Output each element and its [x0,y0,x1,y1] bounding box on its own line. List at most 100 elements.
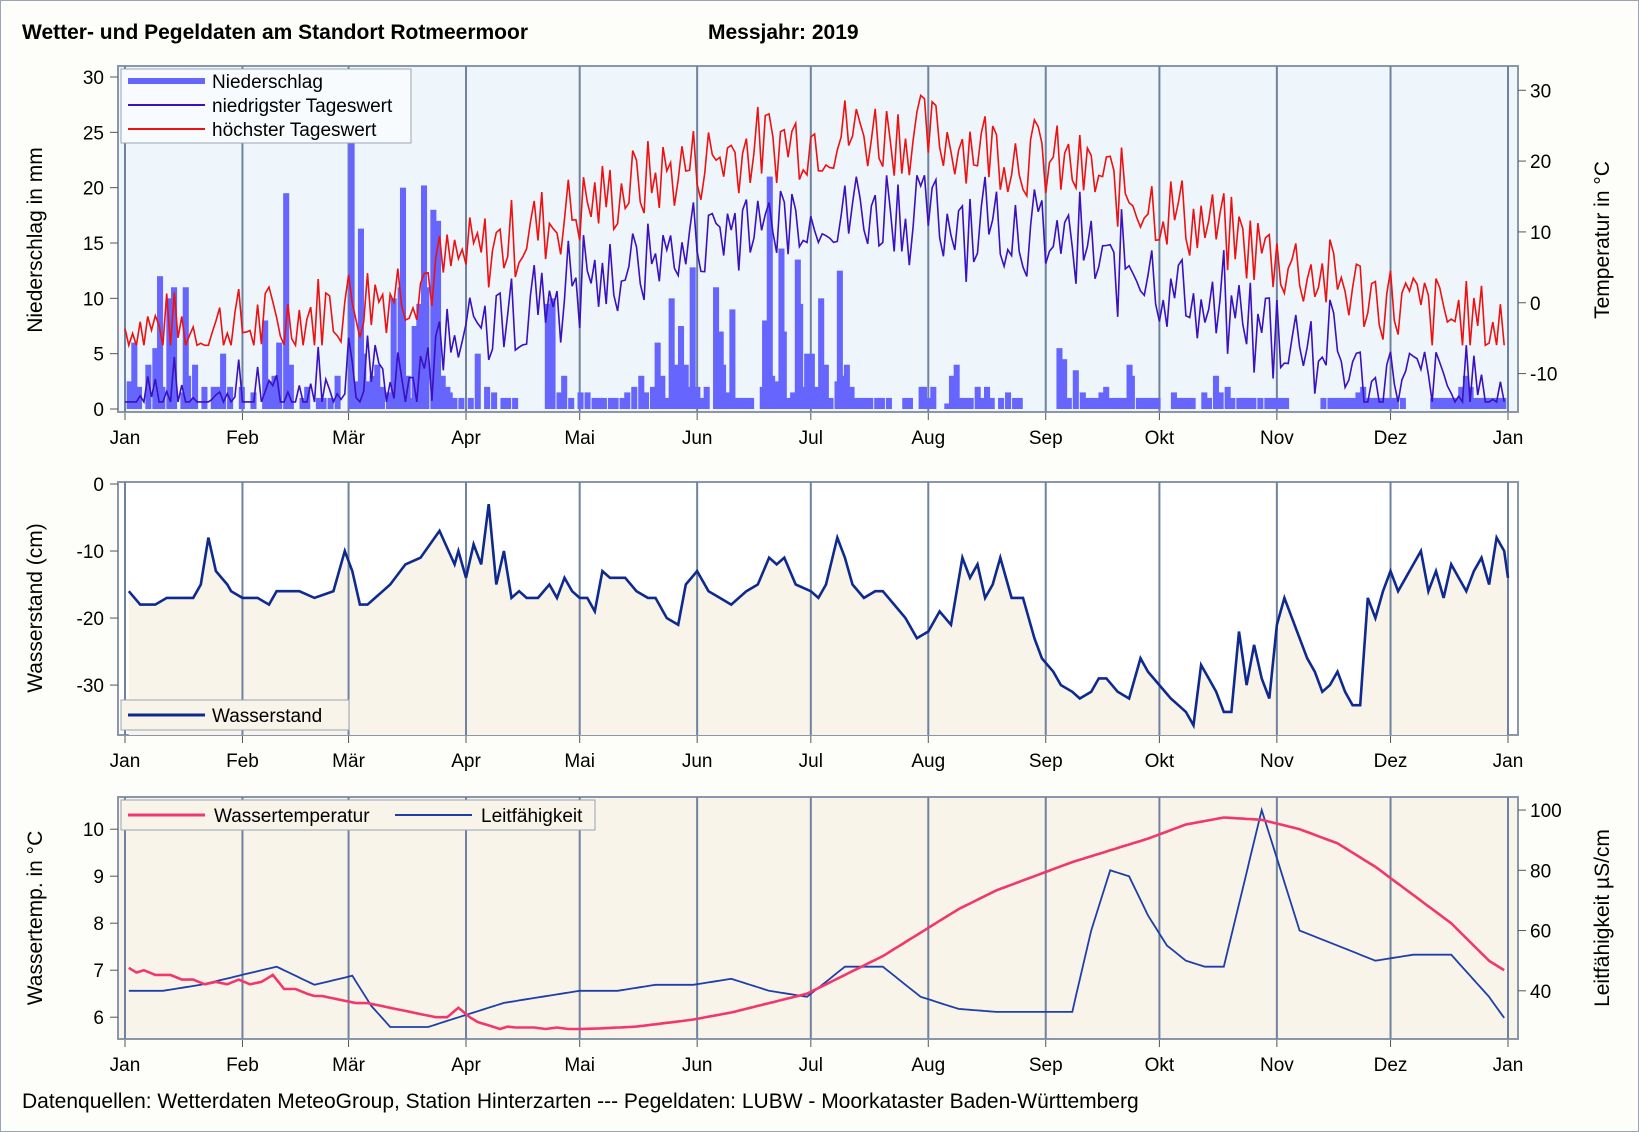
x-tick-label: Dez [1374,428,1408,449]
precip-bar [948,375,956,409]
x-tick-label: Sep [1029,751,1063,772]
precip-bar [953,364,960,409]
precip-bar [1245,397,1252,409]
precip-bar [631,386,638,409]
precip-bar [1341,397,1348,409]
precip-bar [416,303,423,409]
legend-conductivity-label: Leitfähigkeit [481,806,583,827]
x-tick-label: Mai [564,1055,595,1076]
precip-bar [1490,397,1498,409]
legend-water-level-label: Wasserstand [212,706,322,727]
precip-bar [360,353,367,409]
precip-bar [327,397,334,409]
chart-title: Wetter- und Pegeldaten am Standort Rotme… [22,21,528,44]
precip-bar [839,375,846,409]
precip-bar [677,326,685,409]
precip-bar [607,397,614,409]
precip-bar [505,397,512,409]
precip-bar [1264,397,1271,409]
x-tick-label: Okt [1145,1055,1175,1076]
precip-bar [1476,397,1483,409]
precip-bar [423,287,430,409]
precip-bar [1205,397,1213,409]
precip-bar [703,386,710,409]
y2-tick-label: 100 [1530,801,1562,822]
precip-bar [874,397,881,409]
x-tick-label: Jan [110,751,141,772]
precip-bar [374,364,381,409]
water-level-area [128,504,1508,735]
precip-bar [1140,397,1147,409]
precip-bar [1346,397,1353,409]
precip-bar [689,267,696,409]
precip-bar [843,364,850,409]
x-tick-label: Apr [451,1055,481,1076]
precip-bar [649,386,657,409]
precip-bar [867,397,874,409]
precip-bar [1112,397,1119,409]
precip-bar [1378,397,1385,409]
x-tick-label: Jul [799,428,823,449]
y-tick-label: 0 [93,475,104,496]
precip-bar [1350,397,1357,409]
precipitation-bars [126,93,1507,409]
precip-bar [808,353,815,409]
x-tick-label: Jul [799,1055,823,1076]
precip-bar [1149,397,1156,409]
y-tick-label: -20 [77,609,104,630]
precip-bar [1336,397,1343,409]
precip-bar [642,392,649,409]
precip-bar [822,364,829,409]
precip-bar [668,298,675,409]
precip-bar [378,386,386,409]
legend-water-temp-label: Wassertemperatur [214,806,370,827]
precip-bar [549,298,556,409]
precip-bar [713,287,720,409]
precip-bar [1016,397,1023,409]
y-axis-label-water-level: Wasserstand (cm) [24,523,47,693]
precip-bar [1399,397,1406,409]
precip-bar [152,348,159,409]
precip-bar [1072,370,1079,409]
precip-bar [1374,397,1381,409]
precip-bar [287,364,294,409]
precip-bar [399,187,407,409]
x-tick-label: Apr [451,428,481,449]
precip-bar [1217,392,1224,409]
precip-bar [984,386,991,409]
y2-tick-label: 40 [1530,982,1551,1003]
x-tick-label: Mär [332,751,365,772]
precip-bar [698,397,706,409]
y2-axis-label-conductivity: Leitfähigkeit µS/cm [1591,829,1614,1007]
x-tick-label: Jun [682,428,713,449]
precip-bar [902,397,909,409]
y-tick-label: 8 [93,914,104,935]
precip-bar [467,397,474,409]
tmax-line [124,93,1505,349]
precip-bar [853,397,860,409]
x-tick-label: Aug [911,751,945,772]
precip-bar [1005,392,1012,409]
precip-bar [659,375,666,409]
precip-bar [967,397,974,409]
precip-bar [1180,397,1187,409]
precip-bar [906,397,913,409]
precip-bar [738,397,745,409]
precip-bar [1392,397,1399,409]
precip-bar [182,287,189,409]
precip-bar [979,397,986,409]
precip-bar [1065,397,1072,409]
precip-bar [458,397,465,409]
precip-bar [262,320,269,409]
x-tick-label: Feb [226,1055,259,1076]
legend-water-temp: Wassertemperatur Leitfähigkeit [120,799,596,831]
precip-bar [584,392,591,409]
precip-bar [925,397,932,409]
y-tick-label: 10 [83,289,104,310]
precip-bar [1453,397,1460,409]
precip-bar [804,353,811,409]
x-tick-label: Sep [1029,1055,1063,1076]
x-tick-label: Sep [1029,428,1063,449]
precip-bar [1189,397,1196,409]
legend-weather: Niederschlag niedrigster Tageswert höchs… [120,68,412,144]
